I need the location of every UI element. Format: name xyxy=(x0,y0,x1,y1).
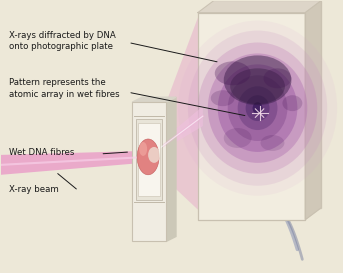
Ellipse shape xyxy=(188,31,327,186)
Bar xyxy=(198,13,305,219)
Ellipse shape xyxy=(211,90,235,106)
Polygon shape xyxy=(146,106,203,160)
Bar xyxy=(132,102,166,241)
Ellipse shape xyxy=(228,75,287,141)
Ellipse shape xyxy=(198,43,317,174)
Ellipse shape xyxy=(178,20,337,196)
Bar xyxy=(138,123,160,196)
Ellipse shape xyxy=(246,95,270,121)
Ellipse shape xyxy=(148,147,160,163)
Ellipse shape xyxy=(215,61,251,85)
Bar xyxy=(136,119,162,200)
Ellipse shape xyxy=(208,54,307,163)
Polygon shape xyxy=(214,1,321,208)
Ellipse shape xyxy=(230,68,285,104)
Ellipse shape xyxy=(238,86,277,130)
Ellipse shape xyxy=(282,95,302,111)
Ellipse shape xyxy=(137,139,159,175)
Ellipse shape xyxy=(224,128,251,148)
Text: Pattern represents the
atomic array in wet fibres: Pattern represents the atomic array in w… xyxy=(9,78,119,99)
Text: Wet DNA fibres: Wet DNA fibres xyxy=(9,148,74,157)
Polygon shape xyxy=(305,1,321,219)
Polygon shape xyxy=(148,17,198,210)
Ellipse shape xyxy=(252,102,262,114)
Ellipse shape xyxy=(263,68,292,88)
Text: X-rays diffracted by DNA
onto photographic plate: X-rays diffracted by DNA onto photograph… xyxy=(9,31,116,51)
Polygon shape xyxy=(1,151,143,175)
Ellipse shape xyxy=(139,142,147,156)
Polygon shape xyxy=(198,1,321,13)
Ellipse shape xyxy=(218,64,297,152)
Text: X-ray beam: X-ray beam xyxy=(9,185,59,194)
Ellipse shape xyxy=(224,55,292,105)
Polygon shape xyxy=(132,97,176,102)
Polygon shape xyxy=(166,97,176,241)
Ellipse shape xyxy=(261,135,284,151)
